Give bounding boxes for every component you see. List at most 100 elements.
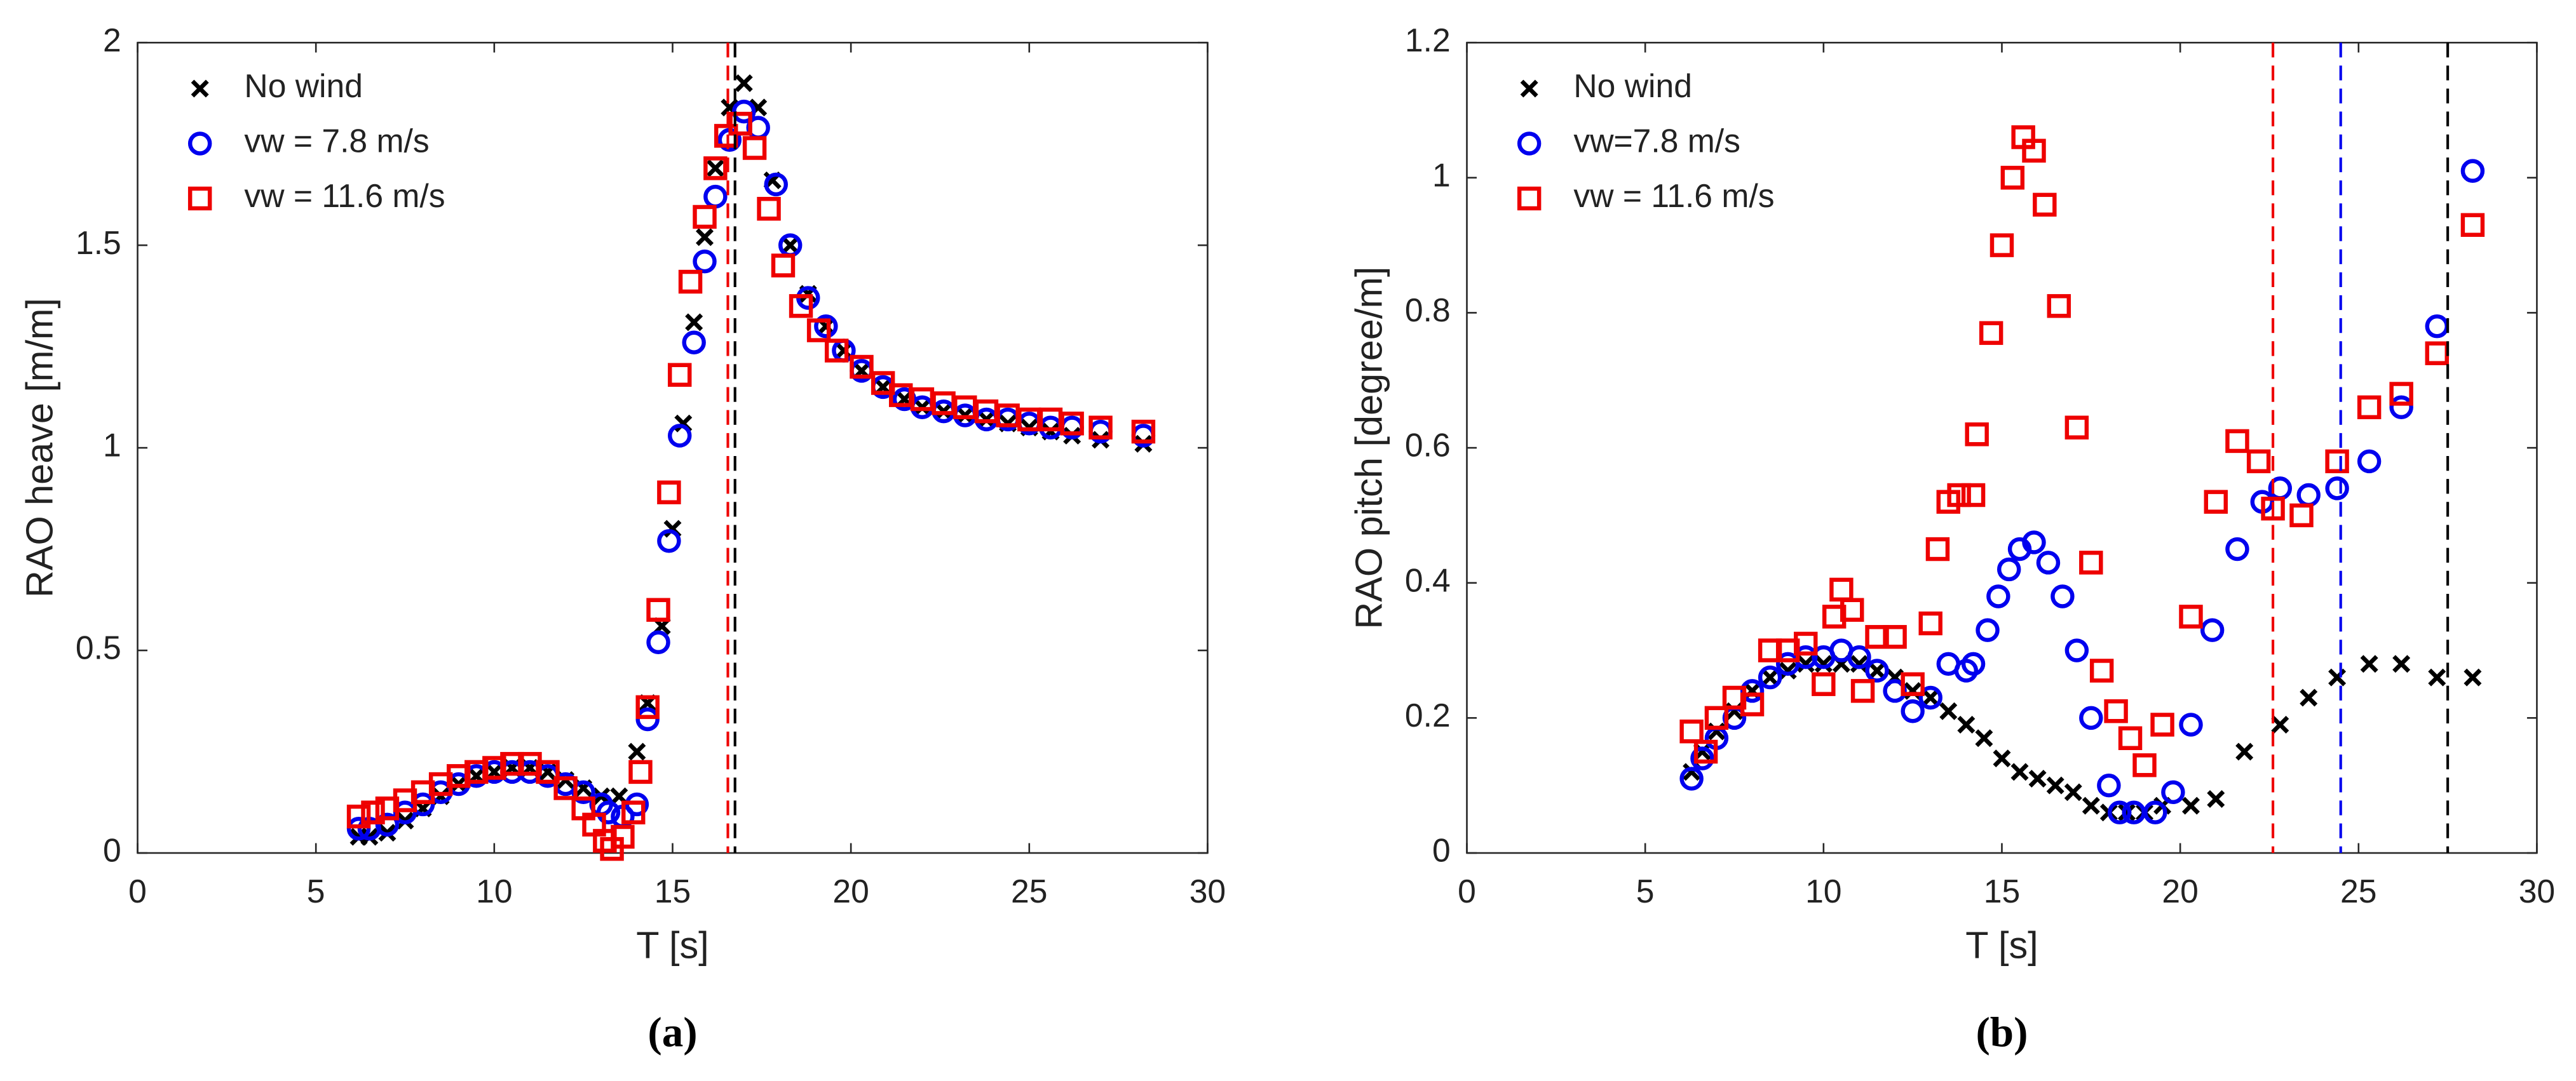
point [646,598,670,622]
point [1517,186,1542,211]
x-tick-label: 5 [307,873,325,910]
point [771,253,796,278]
point-stroke [2181,796,2200,815]
point [657,480,681,504]
point [2079,551,2103,575]
point-stroke [834,341,853,359]
y-tick-label: 0.6 [1405,427,1451,464]
point-stroke [685,313,703,332]
point [628,760,653,784]
point [187,186,212,211]
point-stroke [2235,742,2254,761]
legend-label: No wind [244,67,363,104]
point [685,313,703,332]
point [2046,776,2064,795]
point-stroke [1761,668,1779,687]
point [1088,415,1113,440]
point [764,172,788,197]
y-tick-label: 1.2 [1405,22,1451,58]
y-tick-label: 0 [103,832,121,869]
point [2132,753,2157,777]
point-stroke [2428,668,2446,687]
point [1779,661,1797,680]
point-stroke [2464,668,2482,687]
x-tick-label: 25 [1011,873,1047,910]
x-tick-label: 10 [1805,873,1841,910]
point [2271,715,2289,734]
x-tick-label: 0 [128,873,147,910]
point [1986,584,2010,608]
point-stroke [1779,661,1797,680]
point [2150,713,2174,737]
point [553,776,578,800]
legend-label: vw = 11.6 m/s [1573,177,1774,214]
point [2036,551,2061,575]
point [2033,192,2057,217]
caption: (b) [1976,1009,2028,1056]
point [1947,483,1971,507]
point-stroke [1868,661,1887,680]
point [2289,503,2314,528]
point [346,817,371,841]
point [703,156,728,180]
point-stroke [191,79,209,98]
point [2028,770,2047,788]
point [682,330,706,354]
point [757,196,781,221]
legend-label: vw=7.8 m/s [1573,123,1740,159]
point [2389,395,2413,420]
legend-label: vw = 7.8 m/s [244,123,429,159]
point [1812,672,1836,696]
y-tick-label: 1 [103,427,121,464]
legend-label: No wind [1573,67,1692,104]
point-stroke [1993,749,2011,768]
point-stroke [2046,776,2064,795]
point [2464,668,2482,687]
legend-label: vw = 11.6 m/s [244,177,445,214]
point-stroke [735,74,753,92]
x-tick-label: 15 [1984,873,2020,910]
point [2010,763,2029,781]
point [2325,449,2349,474]
point [2064,638,2089,662]
y-axis-label: RAO heave [m/m] [18,298,60,598]
point [361,800,385,824]
point-stroke [1814,655,1833,673]
point [706,159,724,177]
point [1957,715,1976,734]
point [2104,699,2128,723]
point [1060,412,1084,436]
point [2300,688,2318,707]
point [628,742,646,761]
point [667,424,692,448]
point [667,363,692,387]
point [2200,618,2225,642]
point-stroke [1975,729,1993,748]
point [1975,729,1993,748]
x-tick-label: 30 [1190,873,1226,910]
point [657,529,681,553]
point [1761,668,1779,687]
point [1979,321,2003,346]
point [1704,706,1729,730]
point [1883,625,1907,649]
point [850,354,874,379]
plot-area [1466,41,2538,854]
point [1918,685,1942,710]
point [693,249,717,274]
point [781,236,799,255]
point [2204,490,2228,514]
point [2181,796,2200,815]
point [1794,631,1818,656]
point-stroke [2300,688,2318,707]
y-tick-label: 2 [103,22,121,58]
point [2246,449,2271,474]
point-stroke [2117,803,2136,822]
point [646,630,670,655]
point-stroke [2392,655,2411,673]
point [1996,557,2021,582]
point-stroke [2271,715,2289,734]
point-stroke [1939,702,1958,720]
point-stroke [2064,783,2082,802]
